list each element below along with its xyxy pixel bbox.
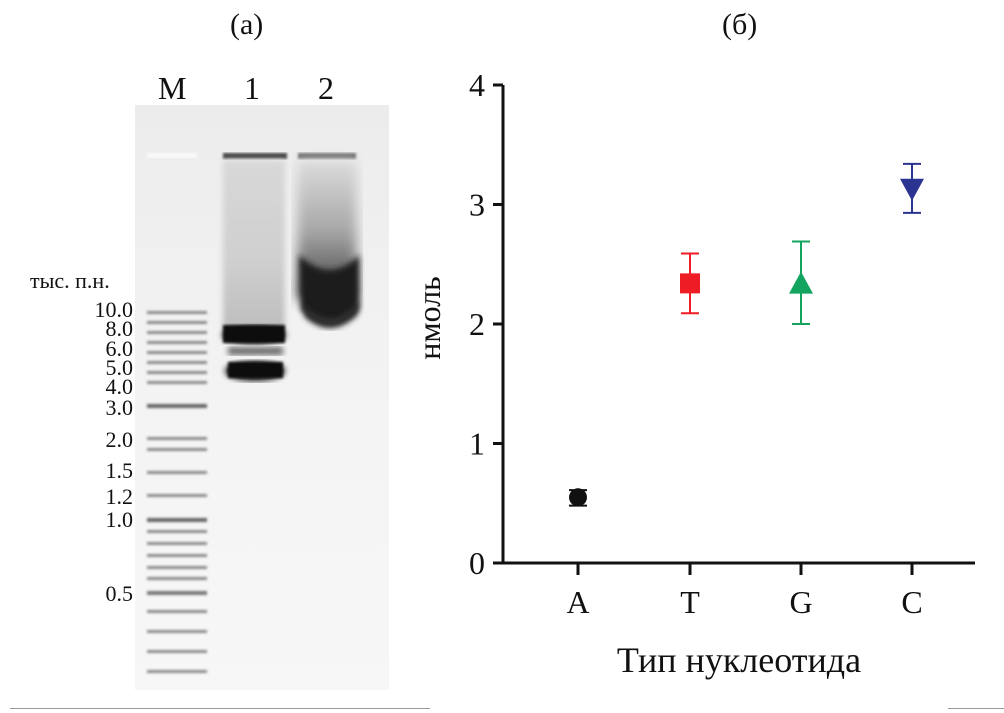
- gel-bands: [147, 153, 359, 673]
- ladder-label-1-2: 1.2: [105, 484, 134, 509]
- ladder-label-6-0: 6.0: [105, 336, 134, 361]
- x-tick-label: C: [901, 584, 922, 620]
- lane-1-band-upper-core: [223, 325, 285, 343]
- panel-label-a: (а): [230, 8, 264, 41]
- data-point-c: [900, 178, 924, 201]
- x-tick-label: T: [680, 584, 700, 620]
- lane-2-band-lower: [303, 300, 359, 329]
- ladder-label-8-0: 8.0: [105, 316, 134, 341]
- x-tick-label: A: [566, 584, 589, 620]
- well-m: [147, 153, 197, 158]
- ladder-label-10-0: 10.0: [94, 297, 134, 322]
- ladder-label-0-5: 0.5: [105, 581, 134, 606]
- lane-label-2: 2: [318, 70, 334, 106]
- y-axis-label: нмоль: [411, 276, 447, 360]
- data-point-g: [789, 271, 813, 294]
- lane-1-band-mid: [228, 347, 283, 355]
- y-tick-label: 4: [469, 67, 485, 103]
- ladder-label-3-0: 3.0: [105, 395, 134, 420]
- data-point-t: [680, 273, 700, 294]
- ladder-unit-label: тыс. п.н.: [30, 268, 110, 293]
- ladder-label-4-0: 4.0: [105, 374, 134, 399]
- ladder-bands: [147, 311, 207, 673]
- x-axis-label: Тип нуклеотида: [617, 640, 861, 680]
- ladder-label-1-5: 1.5: [105, 458, 134, 483]
- lane-label-m: M: [158, 70, 187, 106]
- divider-right: [948, 708, 1004, 709]
- y-tick-label: 2: [469, 306, 485, 342]
- gel-image: [135, 105, 389, 690]
- ladder-label-5-0: 5.0: [105, 355, 134, 380]
- x-tick-label: G: [789, 584, 812, 620]
- lane-2-band-upper: [299, 255, 359, 324]
- lane-1-smear: [223, 160, 285, 330]
- well-1: [223, 153, 287, 159]
- panel-label-b: (б): [722, 8, 758, 41]
- divider-left: [10, 708, 430, 709]
- ladder-label-2-0: 2.0: [105, 427, 134, 452]
- y-tick-label: 3: [469, 187, 485, 223]
- data-point-a: [569, 488, 587, 507]
- well-2: [298, 153, 356, 159]
- lane-1-band-lower-core: [228, 362, 283, 378]
- y-tick-label: 1: [469, 426, 485, 462]
- lane-label-1: 1: [244, 70, 260, 106]
- ladder-label-1-0: 1.0: [105, 507, 134, 532]
- y-tick-label: 0: [469, 545, 485, 581]
